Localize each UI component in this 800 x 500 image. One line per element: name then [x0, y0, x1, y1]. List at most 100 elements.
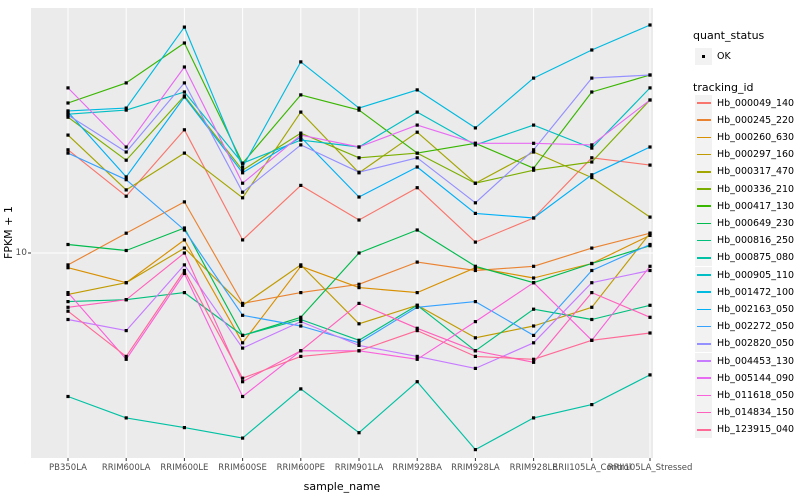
data-point-marker — [182, 426, 186, 430]
legend-line-swatch-icon — [696, 377, 711, 379]
data-point-marker — [590, 291, 594, 295]
data-point-marker — [299, 324, 303, 328]
data-point-marker — [124, 281, 128, 285]
data-point-marker — [241, 436, 245, 440]
legend-line-swatch-icon — [696, 343, 711, 345]
data-point-marker — [473, 336, 477, 340]
data-point-marker — [124, 150, 128, 154]
data-point-marker — [241, 301, 245, 305]
data-point-marker — [299, 263, 303, 267]
data-point-marker — [357, 349, 361, 353]
data-point-marker — [648, 315, 652, 319]
data-point-marker — [182, 25, 186, 29]
data-point-marker — [299, 183, 303, 187]
legend-line-swatch-icon — [696, 308, 711, 311]
data-point-marker — [590, 76, 594, 80]
legend-line-swatch-icon — [696, 394, 711, 397]
data-point-marker — [299, 354, 303, 358]
data-point-marker — [532, 416, 536, 420]
data-point-marker — [299, 349, 303, 353]
data-point-marker — [66, 101, 70, 105]
legend-key-box — [695, 163, 712, 181]
data-point-marker — [66, 394, 70, 399]
data-point-marker — [648, 268, 652, 273]
data-point-marker — [357, 286, 361, 290]
data-point-marker — [648, 242, 652, 247]
data-point-marker — [124, 416, 128, 420]
data-point-marker — [590, 281, 594, 285]
data-point-marker — [182, 128, 186, 132]
data-point-marker — [415, 165, 419, 169]
legend-item: Hb_004453_130 — [695, 352, 794, 370]
legend-item-label: Hb_002163_050 — [717, 303, 795, 315]
legend-item: Hb_123915_040 — [695, 421, 794, 439]
data-point-marker — [415, 380, 419, 384]
x-tick-label: RRIM928BA — [392, 463, 442, 473]
data-point-marker — [66, 291, 70, 295]
legend-item-label: Hb_000875_080 — [717, 252, 795, 264]
panel-background — [31, 8, 653, 458]
data-point-marker — [66, 113, 70, 117]
data-point-marker — [182, 151, 186, 155]
data-point-marker — [299, 315, 303, 319]
data-point-marker — [415, 186, 419, 190]
legend-line-swatch-icon — [696, 222, 711, 225]
legend-item: Hb_000317_470 — [695, 163, 794, 181]
data-point-marker — [66, 266, 70, 270]
data-point-marker — [66, 110, 70, 114]
legend-item: Hb_000905_110 — [695, 266, 794, 284]
legend-item: Hb_000875_080 — [695, 249, 795, 267]
data-point-marker — [590, 160, 594, 164]
legend-item: Hb_000260_630 — [695, 128, 794, 146]
data-point-marker — [415, 354, 419, 358]
legend-line-swatch-icon — [696, 153, 711, 156]
data-point-marker — [182, 65, 186, 69]
data-point-marker — [66, 309, 70, 313]
data-point-marker — [415, 303, 419, 307]
legend-item: Hb_000417_130 — [695, 197, 794, 215]
data-point-marker — [182, 90, 186, 94]
data-point-marker — [473, 211, 477, 215]
x-tick-label: RRIM600LE — [160, 463, 209, 473]
data-point-marker — [415, 151, 419, 155]
data-point-marker — [590, 146, 594, 150]
data-point-marker — [66, 292, 70, 296]
legend-key-box — [695, 318, 712, 336]
data-point-marker — [532, 333, 536, 337]
data-point-marker — [415, 329, 419, 333]
data-point-marker — [182, 226, 186, 230]
data-point-marker — [532, 141, 536, 145]
data-point-marker — [241, 165, 245, 169]
legend-line-swatch-icon — [696, 411, 711, 414]
legend-item-label: OK — [717, 51, 731, 62]
data-point-marker — [66, 133, 70, 137]
data-point-marker — [124, 194, 128, 198]
data-point-marker — [299, 291, 303, 295]
legend-item-label: Hb_002272_050 — [717, 321, 795, 333]
data-point-marker — [415, 123, 419, 127]
legend-key-box — [695, 335, 712, 353]
data-point-marker — [182, 268, 186, 273]
data-point-marker — [124, 329, 128, 333]
legend-key-box — [695, 111, 712, 129]
data-point-marker — [473, 320, 477, 324]
data-point-marker — [532, 276, 536, 280]
data-point-marker — [415, 88, 419, 92]
legend-key-box — [695, 146, 712, 164]
legend-key-box — [695, 266, 712, 284]
data-point-marker — [241, 238, 245, 242]
data-point-marker — [66, 115, 70, 119]
data-point-marker — [299, 60, 303, 64]
data-point-marker — [241, 181, 245, 185]
x-tick-label: RRIM928LE — [509, 463, 558, 473]
legend-item: Hb_002820_050 — [695, 335, 794, 353]
data-point-marker — [241, 341, 245, 345]
data-point-marker — [182, 271, 186, 276]
data-point-marker — [66, 242, 70, 247]
data-point-marker — [182, 251, 186, 255]
legend-item: Hb_000816_250 — [695, 232, 794, 250]
data-point-marker — [357, 156, 361, 160]
legend-key-box — [695, 180, 712, 198]
data-point-marker — [241, 333, 245, 337]
legend-line-swatch-icon — [696, 360, 711, 362]
